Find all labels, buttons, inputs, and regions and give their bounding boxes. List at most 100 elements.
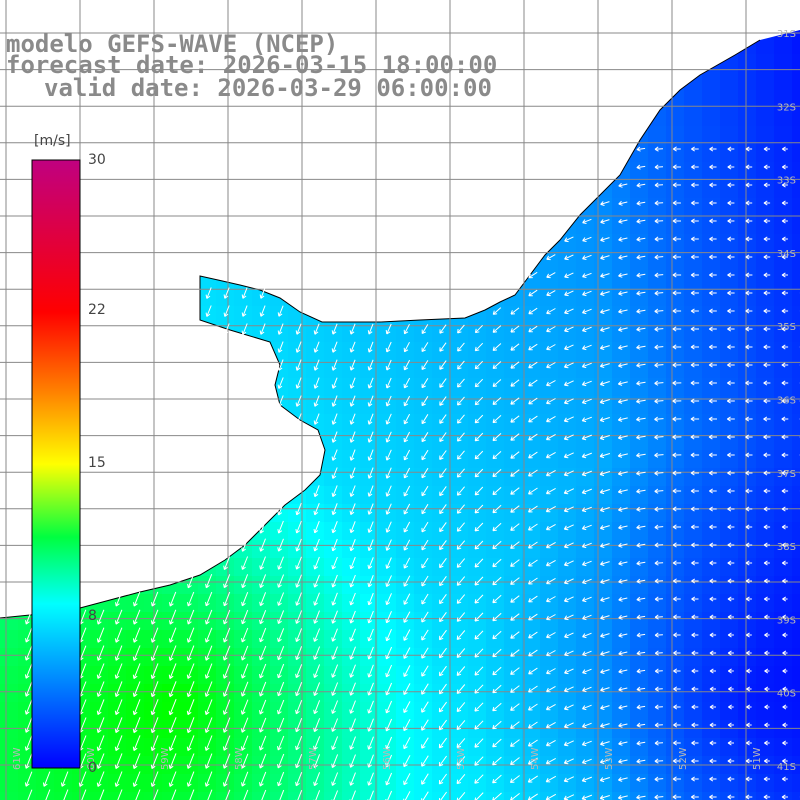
wind-arrow — [349, 664, 356, 678]
speed-cell — [252, 792, 271, 800]
wind-arrow — [581, 758, 592, 765]
wind-arrow — [349, 341, 356, 353]
wind-arrow — [599, 507, 610, 513]
title-forecast-date: forecast date: 2026-03-15 18:00:00 — [6, 51, 498, 79]
speed-cell — [738, 450, 757, 469]
wind-arrow — [654, 542, 664, 548]
speed-cell — [684, 630, 703, 649]
wind-arrow — [456, 468, 465, 478]
speed-cell — [540, 792, 559, 800]
speed-cell — [774, 36, 793, 55]
speed-cell — [450, 360, 469, 379]
speed-cell — [738, 486, 757, 505]
speed-cell — [594, 720, 613, 739]
speed-cell — [756, 468, 775, 487]
wind-arrow — [691, 614, 699, 620]
speed-cell — [648, 594, 667, 613]
wind-arrow — [727, 182, 735, 188]
speed-cell — [756, 450, 775, 469]
speed-cell — [504, 720, 523, 739]
wind-arrow — [24, 681, 33, 697]
speed-cell — [558, 648, 577, 667]
speed-cell — [612, 432, 631, 451]
wind-arrow — [546, 344, 556, 351]
speed-cell — [522, 684, 541, 703]
wind-arrow — [727, 740, 734, 746]
speed-cell — [576, 540, 595, 559]
speed-cell — [504, 774, 523, 793]
wind-arrow — [654, 668, 663, 674]
wind-arrow — [421, 521, 429, 533]
wind-arrow — [528, 487, 538, 495]
wind-arrow — [763, 290, 771, 296]
wind-arrow — [563, 740, 574, 747]
wind-arrow — [563, 704, 574, 711]
wind-arrow — [618, 560, 628, 566]
wind-arrow — [781, 164, 788, 170]
wind-arrow — [600, 723, 610, 728]
speed-cell — [756, 126, 775, 145]
wind-arrow — [745, 236, 753, 242]
wind-arrow — [672, 200, 681, 206]
wind-arrow — [781, 506, 788, 512]
wind-arrow — [331, 359, 338, 371]
wind-arrow — [313, 359, 320, 371]
speed-cell — [522, 378, 541, 397]
wind-arrow — [545, 487, 556, 495]
wind-arrow — [528, 271, 538, 279]
wind-arrow — [331, 682, 339, 696]
wind-arrow — [114, 609, 123, 625]
wind-arrow — [168, 645, 177, 661]
wind-arrow — [528, 649, 538, 657]
speed-cell — [540, 702, 559, 721]
lat-label: 39S — [777, 615, 796, 626]
wind-arrow — [45, 789, 51, 800]
speed-cell — [594, 702, 613, 721]
wind-arrow — [691, 704, 699, 710]
wind-arrow — [241, 627, 249, 643]
speed-cell — [594, 630, 613, 649]
wind-arrow — [618, 722, 628, 728]
speed-cell — [738, 522, 757, 541]
speed-cell — [702, 108, 721, 127]
wind-arrow — [240, 735, 249, 751]
wind-arrow — [727, 560, 735, 566]
speed-cell — [612, 702, 631, 721]
wind-arrow — [672, 524, 681, 530]
wind-arrow — [259, 592, 267, 607]
wind-arrow — [654, 218, 664, 224]
speed-cell — [630, 576, 649, 595]
wind-arrow — [672, 398, 682, 404]
wind-arrow — [764, 722, 770, 728]
wind-arrow — [510, 595, 520, 603]
wind-arrow — [781, 182, 788, 188]
speed-cell — [540, 486, 559, 505]
wind-arrow — [654, 506, 664, 512]
speed-cell — [504, 630, 523, 649]
speed-cell — [612, 666, 631, 685]
wind-arrow — [456, 540, 466, 550]
wind-arrow — [709, 182, 717, 188]
wind-arrow — [349, 467, 356, 479]
wind-arrow — [654, 578, 664, 584]
wind-arrow — [114, 699, 123, 715]
wind-arrow — [313, 556, 320, 570]
wind-arrow — [259, 520, 266, 534]
wind-arrow — [421, 773, 429, 785]
speed-cell — [612, 594, 631, 613]
speed-cell — [612, 648, 631, 667]
wind-arrow — [510, 433, 520, 441]
wind-arrow — [528, 595, 538, 603]
speed-cell — [504, 306, 523, 325]
wind-arrow — [691, 164, 699, 170]
wind-arrow — [510, 631, 520, 639]
wind-arrow — [403, 773, 411, 786]
wind-arrow — [295, 664, 303, 679]
wind-arrow — [764, 614, 770, 620]
speed-cell — [648, 684, 667, 703]
wind-arrow — [367, 323, 374, 335]
speed-cell — [558, 594, 577, 613]
speed-cell — [648, 324, 667, 343]
speed-cell — [774, 72, 793, 91]
wind-arrow — [599, 453, 611, 459]
